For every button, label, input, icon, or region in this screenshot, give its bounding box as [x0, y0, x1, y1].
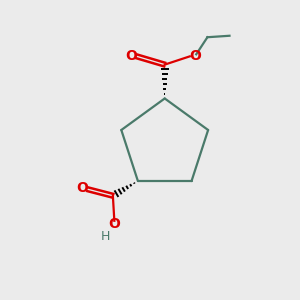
Text: H: H	[101, 230, 110, 244]
Text: O: O	[76, 181, 88, 195]
Text: O: O	[108, 217, 120, 231]
Text: O: O	[125, 50, 137, 63]
Text: O: O	[189, 50, 201, 63]
